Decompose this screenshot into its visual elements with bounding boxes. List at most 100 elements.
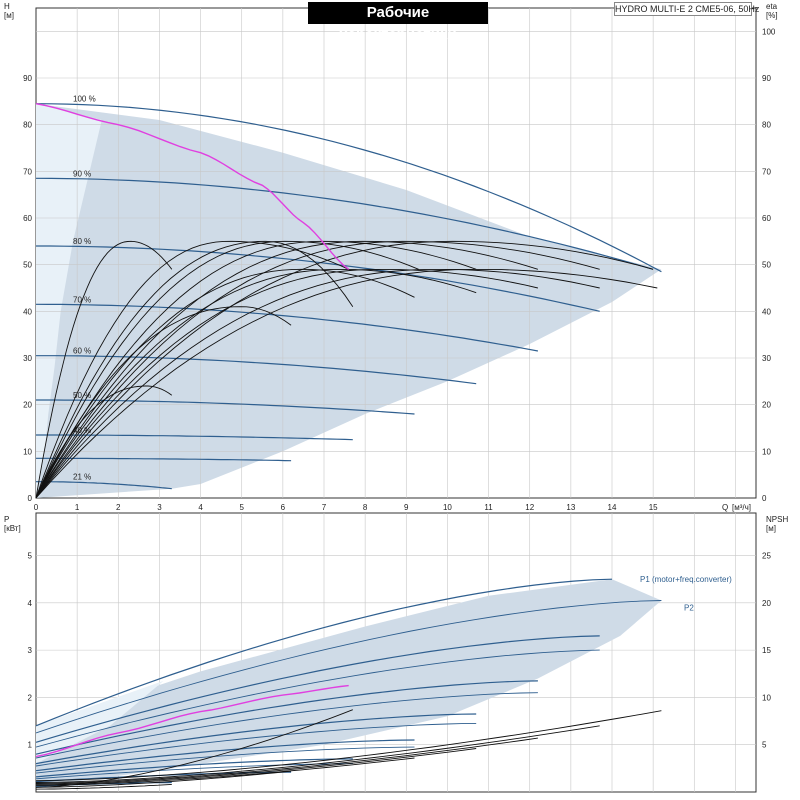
npsh-curve-4 bbox=[35, 748, 477, 785]
efficiency-curve-10 bbox=[35, 240, 539, 499]
head-y-tick: 40 bbox=[23, 307, 32, 316]
q-x-tick: 2 bbox=[116, 503, 121, 512]
q-x-tick: 10 bbox=[443, 503, 452, 512]
efficiency-curve-3 bbox=[35, 240, 349, 499]
power-curve-12 bbox=[35, 763, 353, 780]
q-x-tick: 8 bbox=[363, 503, 368, 512]
npsh-y-tick: 5 bbox=[762, 741, 767, 750]
power-curve-1 bbox=[35, 578, 613, 727]
head-y-tick: 10 bbox=[23, 447, 32, 456]
q-x-tick: 12 bbox=[525, 503, 534, 512]
q-x-tick: 11 bbox=[484, 503, 493, 512]
efficiency-curve-7 bbox=[35, 268, 415, 499]
power-curve-5 bbox=[35, 680, 538, 755]
system-power-curve bbox=[35, 684, 349, 758]
efficiency-curve-12 bbox=[35, 240, 600, 499]
speed-curve-label: 100 % bbox=[73, 95, 96, 104]
model-label: HYDRO MULTI-E 2 CME5-06, 50Hz bbox=[614, 2, 760, 16]
eta-y-tick: 80 bbox=[762, 121, 771, 130]
speed-curve-label: 21 % bbox=[73, 473, 91, 482]
q-x-tick: 13 bbox=[566, 503, 575, 512]
efficiency-curve-5 bbox=[35, 240, 354, 499]
p1-curve-label: P1 (motor+freq.converter) bbox=[640, 575, 732, 584]
npsh-y-tick: 20 bbox=[762, 599, 771, 608]
eta-y-tick: 30 bbox=[762, 354, 771, 363]
npsh-curve-1 bbox=[35, 710, 662, 782]
speed-curve-label: 80 % bbox=[73, 237, 91, 246]
head-y-tick: 50 bbox=[23, 261, 32, 270]
eta-y-tick: 0 bbox=[762, 494, 767, 503]
q-x-tick: 6 bbox=[281, 503, 286, 512]
head-y-tick: 80 bbox=[23, 121, 32, 130]
eta-y-tick: 90 bbox=[762, 74, 771, 83]
npsh-y-tick: 15 bbox=[762, 646, 771, 655]
efficiency-curve-14 bbox=[35, 240, 654, 499]
speed-curve-label: 90 % bbox=[73, 169, 91, 178]
q-x-tick: 3 bbox=[157, 503, 162, 512]
speed-curve-3 bbox=[36, 245, 600, 312]
power-curve-8 bbox=[35, 722, 477, 767]
power-axis-label: P bbox=[4, 515, 9, 524]
speed-curve-label: 50 % bbox=[73, 391, 91, 400]
head-y-tick: 70 bbox=[23, 167, 32, 176]
q-x-tick: 1 bbox=[75, 503, 80, 512]
npsh-curve-5 bbox=[35, 757, 415, 786]
efficiency-curve-15 bbox=[35, 268, 658, 499]
npsh-curve-3 bbox=[35, 737, 538, 784]
npsh-y-tick: 25 bbox=[762, 552, 771, 561]
head-y-tick: 30 bbox=[23, 354, 32, 363]
power-y-tick: 1 bbox=[28, 741, 33, 750]
efficiency-curve-1 bbox=[35, 240, 173, 499]
head-axis-label: H bbox=[4, 2, 10, 11]
efficiency-curve-13 bbox=[35, 268, 600, 499]
power-y-tick: 3 bbox=[28, 646, 33, 655]
npsh-axis-unit: [м] bbox=[766, 524, 776, 533]
head-y-tick: 0 bbox=[28, 494, 33, 503]
q-x-tick: 4 bbox=[198, 503, 203, 512]
speed-curve-9 bbox=[36, 481, 172, 490]
eta-y-tick: 100 bbox=[762, 27, 776, 36]
eta-axis-label: eta bbox=[766, 2, 778, 11]
q-x-tick: 0 bbox=[34, 503, 39, 512]
power-y-tick: 2 bbox=[28, 693, 33, 702]
power-curve-7 bbox=[35, 713, 477, 765]
eta-y-tick: 60 bbox=[762, 214, 771, 223]
efficiency-curve-11 bbox=[35, 268, 539, 499]
efficiency-curve-6 bbox=[35, 240, 419, 499]
head-y-tick: 60 bbox=[23, 214, 32, 223]
npsh-axis-label: NPSH bbox=[766, 515, 788, 524]
npsh-curve-2 bbox=[35, 725, 600, 783]
eta-y-tick: 20 bbox=[762, 401, 771, 410]
q-x-tick: 14 bbox=[608, 503, 617, 512]
q-x-tick: 5 bbox=[239, 503, 244, 512]
speed-curve-label: 40 % bbox=[73, 426, 91, 435]
head-y-tick: 20 bbox=[23, 401, 32, 410]
power-curve-2 bbox=[35, 600, 662, 734]
q-axis-unit: [м³/ч] bbox=[732, 503, 751, 512]
npsh-curve-6 bbox=[35, 709, 353, 788]
eta-y-tick: 70 bbox=[762, 167, 771, 176]
eta-y-tick: 10 bbox=[762, 447, 771, 456]
power-curve-3 bbox=[35, 635, 600, 743]
efficiency-curve-8 bbox=[35, 240, 477, 499]
speed-curve-7 bbox=[36, 434, 353, 441]
head-axis-unit: [м] bbox=[4, 11, 14, 20]
q-axis-label: Q bbox=[722, 503, 728, 512]
speed-curve-5 bbox=[36, 355, 477, 385]
npsh-curve-7 bbox=[35, 770, 292, 788]
eta-y-tick: 50 bbox=[762, 261, 771, 270]
speed-curve-8 bbox=[36, 457, 292, 462]
power-curve-9 bbox=[35, 739, 415, 772]
power-y-tick: 5 bbox=[28, 552, 33, 561]
eta-axis-unit: [%] bbox=[766, 11, 778, 20]
speed-curve-1 bbox=[35, 103, 662, 273]
speed-curve-4 bbox=[35, 303, 539, 352]
p2-curve-label: P2 bbox=[684, 603, 694, 612]
speed-curve-label: 60 % bbox=[73, 347, 91, 356]
head-y-tick: 90 bbox=[23, 74, 32, 83]
power-y-tick: 4 bbox=[28, 599, 33, 608]
system-curve bbox=[35, 103, 350, 270]
power-curve-6 bbox=[35, 692, 538, 759]
